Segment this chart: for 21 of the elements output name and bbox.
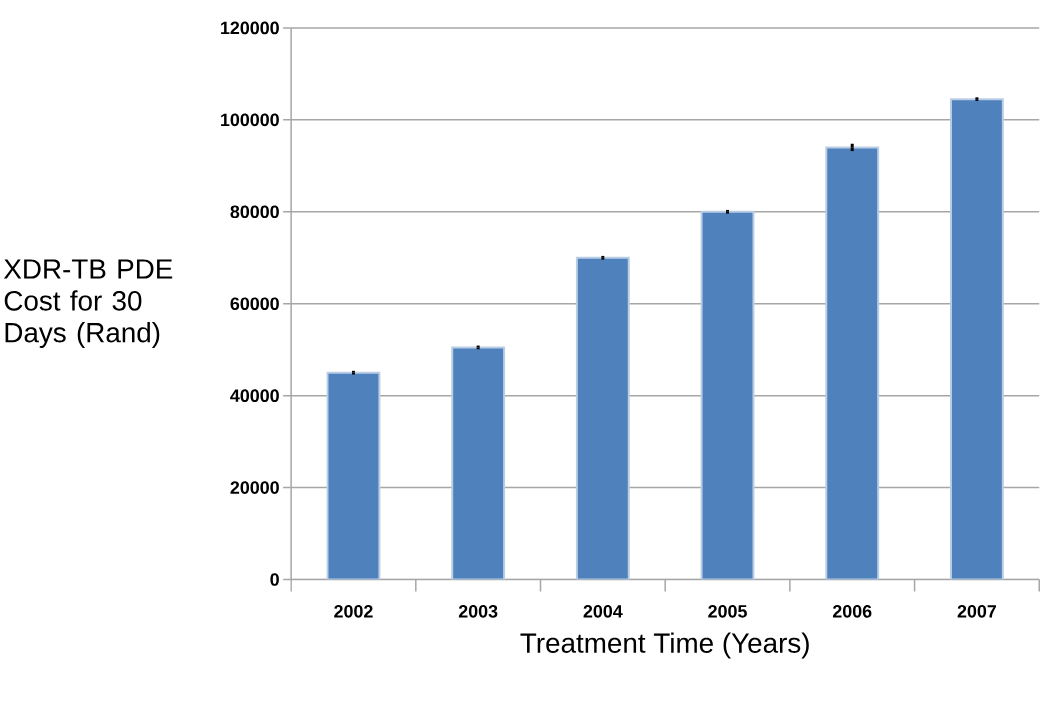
- x-tick-label: 2004: [583, 604, 623, 618]
- y-axis-title: XDR-TB PDE Cost for 30 Days (Rand): [3, 259, 173, 348]
- x-tick-label: 2005: [708, 604, 747, 618]
- x-axis-title: Treatment Time (Years): [520, 632, 809, 659]
- x-tick-label: 2007: [957, 604, 997, 618]
- x-tick-label: 2002: [334, 604, 373, 618]
- bar: [949, 98, 1004, 580]
- x-tick-label: 2003: [458, 604, 498, 618]
- y-tick-label: 80000: [230, 205, 279, 219]
- y-tick-label: 0: [270, 573, 279, 586]
- y-tick-label: 40000: [230, 389, 279, 402]
- bar: [700, 210, 755, 580]
- y-tick-label: 60000: [230, 297, 279, 310]
- bar: [451, 346, 506, 580]
- y-tick-label: 120000: [221, 21, 279, 35]
- bar: [326, 371, 381, 580]
- y-tick-label: 100000: [221, 113, 279, 127]
- bar: [825, 146, 880, 580]
- y-tick-label: 20000: [230, 481, 279, 494]
- bar: [575, 256, 630, 580]
- x-tick-label: 2006: [832, 604, 872, 618]
